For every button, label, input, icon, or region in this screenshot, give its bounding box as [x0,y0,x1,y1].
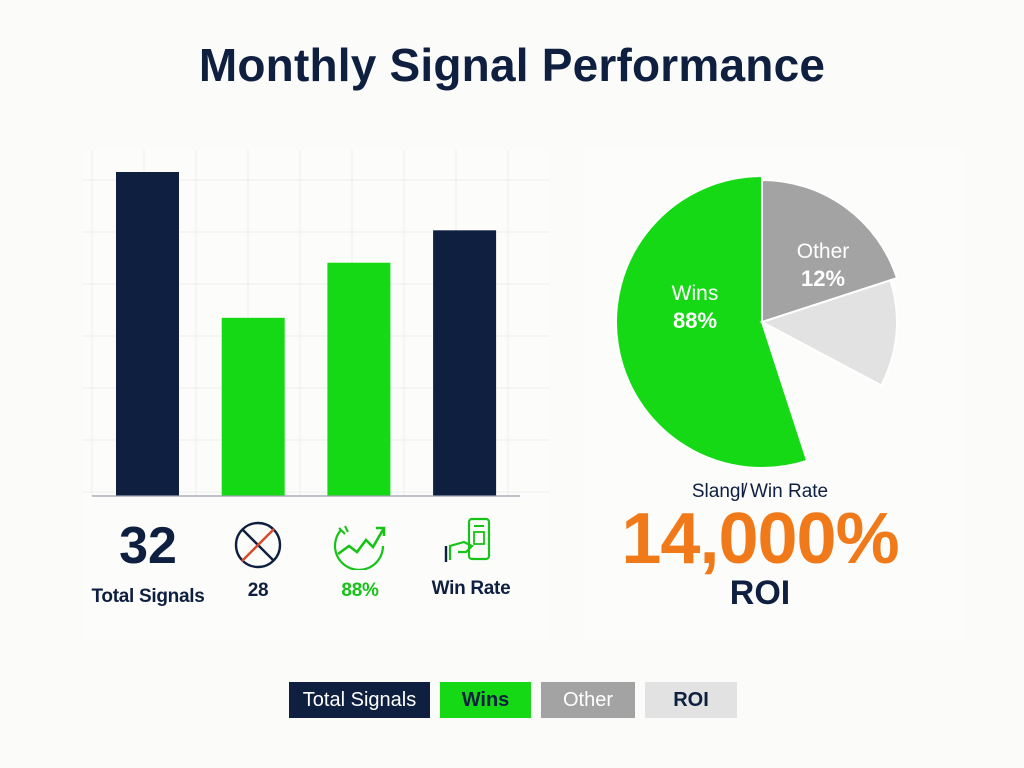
pie-slice-other [761,178,899,324]
pie-label-other: Other [797,240,850,263]
bar-chart [82,150,550,497]
pie-slice-wins [615,174,809,469]
stat-total-signals-label: Total Signals [91,586,205,607]
x-circle-icon [198,520,318,570]
roi-value: 14,000% [621,499,899,579]
legend-roi: ROI [645,682,737,718]
roi-caption: Slangl̸ Win Rate [691,481,829,502]
stat-win-rate: Win Rate [411,516,531,600]
legend-total-signals: Total Signals [289,682,430,718]
legend: Total Signals Wins Other ROI [289,682,737,718]
legend-wins: Wins [440,682,531,718]
bar-roi [433,230,497,496]
legend-label: Wins [461,688,510,711]
stat-win-rate-label: Win Rate [431,578,511,599]
legend-other: Other [541,682,635,718]
roi-label: ROI [729,574,791,612]
stat-total-signals: 32 Total Signals [88,520,208,608]
pie-value-wins: 88% [673,308,717,333]
pie-label-wins: Wins [672,282,719,305]
trend-up-icon [300,520,420,570]
pie-value-other: 12% [801,266,845,291]
bar-other [327,262,391,496]
legend-label: Other [562,688,614,711]
phone-hand-icon [411,516,531,570]
pie-slice-extra [759,279,898,387]
bar-total-signals [116,172,179,496]
bar-wins [221,317,285,496]
pie-chart: Wins 88% Other 12% [615,174,899,469]
stat-win-pct: 88% [300,520,420,602]
legend-label: Total Signals [302,688,417,711]
stat-win-pct-label: 88% [341,580,379,601]
stat-total-signals-value: 32 [119,517,177,575]
stat-losses: 28 [198,520,318,602]
page-title: Monthly Signal Performance [198,39,826,91]
stat-losses-label: 28 [247,580,269,601]
legend-label: ROI [673,688,709,711]
